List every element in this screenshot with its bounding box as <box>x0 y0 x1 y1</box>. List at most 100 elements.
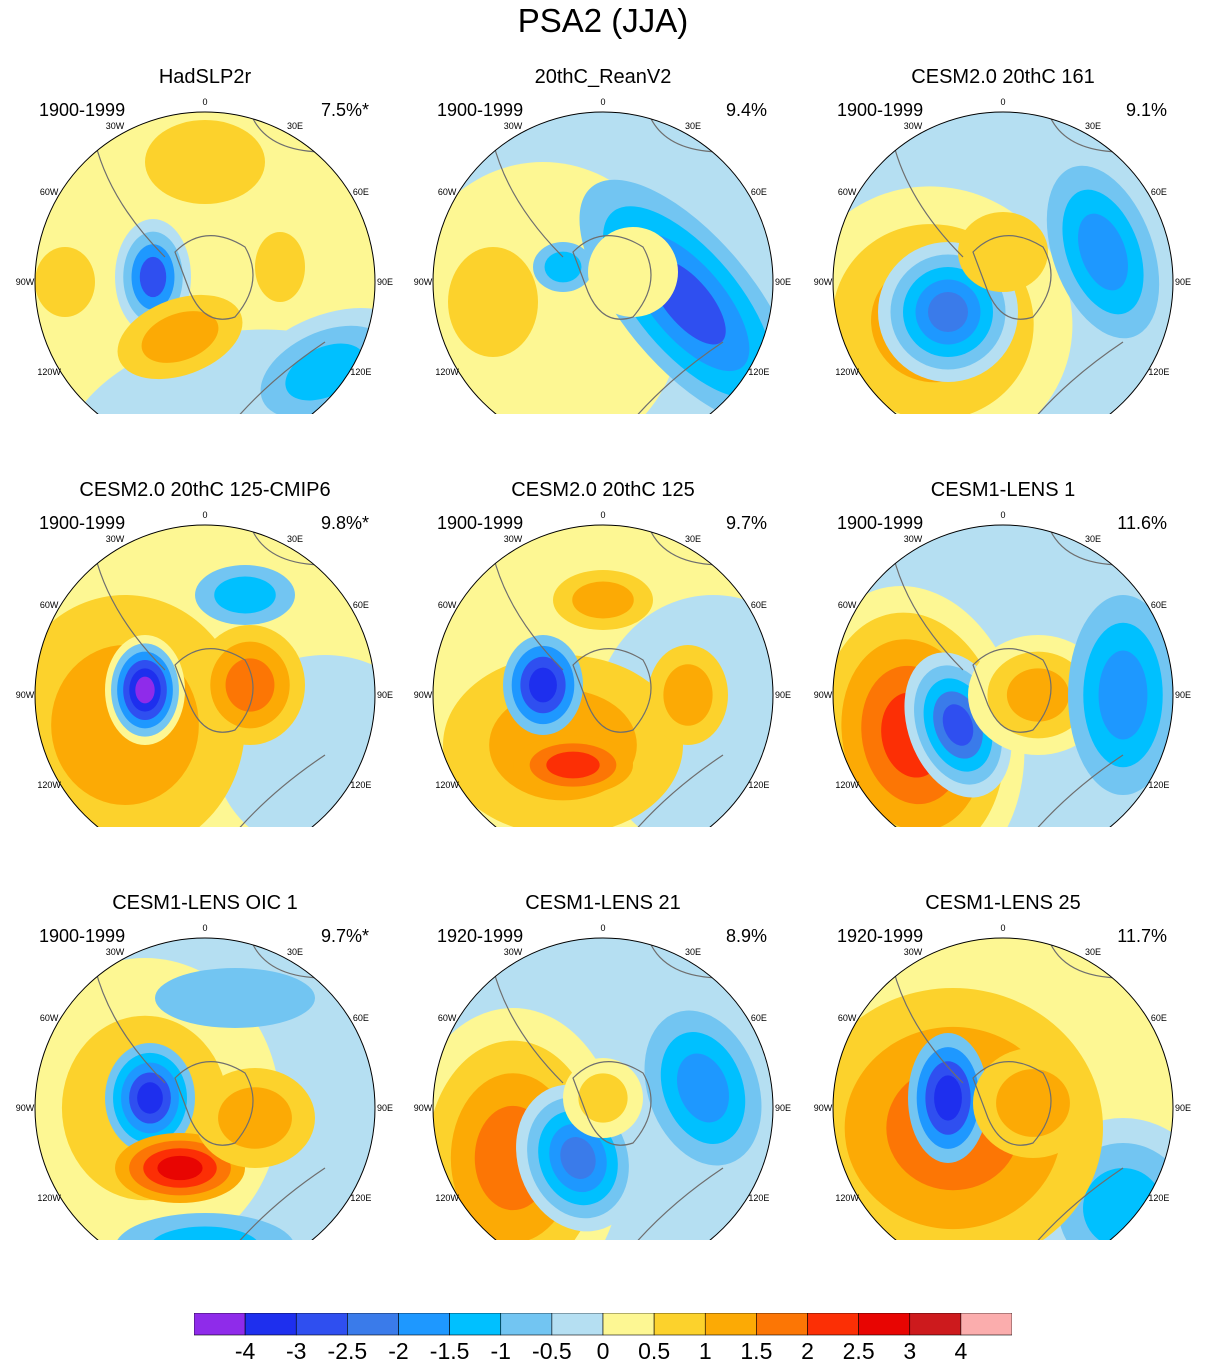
panel-period: 1900-1999 <box>39 926 126 946</box>
panel-variance: 9.7% <box>725 513 767 533</box>
continent-coastline <box>622 754 724 827</box>
map-panel: CESM2.0 20thC 125-CMIP6 1900-1999 9.8%* 0 30… <box>5 413 405 827</box>
antarctica-coastline <box>572 235 652 320</box>
longitude-label: 30W <box>904 534 923 544</box>
antarctica-coastline <box>572 648 652 733</box>
panel-title: CESM1-LENS 21 <box>525 892 681 914</box>
longitude-label: 120E <box>1148 780 1169 790</box>
longitude-label: 120W <box>37 1193 61 1203</box>
anomaly-contour <box>448 247 538 357</box>
longitude-label: 0 <box>202 97 207 107</box>
anomaly-contour <box>560 1137 596 1179</box>
colorbar-swatch <box>194 1313 246 1336</box>
continent-coastline <box>492 141 564 258</box>
colorbar-swatch <box>347 1313 399 1336</box>
continent-coastline <box>94 554 166 671</box>
longitude-label: 0 <box>1000 923 1005 933</box>
anomaly-contour <box>141 311 219 363</box>
polar-map: 030E60E90E120E150E180150W120W90W60W30W <box>814 97 1191 414</box>
continent-coastline <box>224 341 326 414</box>
anomaly-contour <box>214 576 276 614</box>
longitude-label: 60W <box>40 187 59 197</box>
polar-map: 030E60E90E120E150E180150W120W90W60W30W <box>16 510 393 827</box>
continent-coastline <box>1022 1167 1124 1240</box>
antarctica-coastline <box>174 1061 254 1146</box>
map-panel: CESM1-LENS 1 1900-1999 11.6% 0 30E 60E 90E 120E… <box>803 413 1203 827</box>
antarctica-coastline <box>572 1061 652 1146</box>
continent-coastline <box>1022 754 1124 827</box>
longitude-label: 60W <box>438 187 457 197</box>
map-border <box>432 111 774 414</box>
polar-map: 030E60E90E120E150E180150W120W90W60W30W <box>814 510 1191 827</box>
panel-period: 1920-1999 <box>837 926 924 946</box>
map-border <box>832 937 1174 1240</box>
map-panel: HadSLP2r1900-19997.5%*030E60E90E120E150E… <box>5 0 405 414</box>
longitude-label: 60E <box>1151 1013 1167 1023</box>
longitude-label: 30W <box>106 121 125 131</box>
continent-coastline <box>892 967 964 1084</box>
polar-map: 030E60E90E120E150E180150W120W90W60W30W <box>16 97 393 414</box>
longitude-label: 90E <box>377 277 393 287</box>
anomaly-contour <box>135 676 155 704</box>
longitude-label: 30E <box>1085 947 1101 957</box>
colorbar-swatch <box>858 1313 911 1336</box>
colorbar-tick-label: 0.5 <box>638 1338 671 1364</box>
continent-coastline <box>94 967 166 1084</box>
anomaly-contour <box>35 247 95 317</box>
colorbar-tick-label: 4 <box>954 1338 968 1364</box>
map-panel: CESM2.0 20thC 125 1900-1999 9.7% 0 30E 60E 90E… <box>403 413 803 827</box>
longitude-label: 120E <box>350 1193 371 1203</box>
anomaly-contour <box>588 227 678 317</box>
panel-period: 1900-1999 <box>437 513 524 533</box>
panel-title: CESM1-LENS 25 <box>925 892 1081 914</box>
colorbar-swatch <box>960 1313 1012 1336</box>
colorbar-tick-label: -4 <box>234 1338 256 1364</box>
longitude-label: 120E <box>1148 1193 1169 1203</box>
anomaly-contour <box>578 1073 628 1123</box>
colorbar-swatch <box>909 1313 962 1336</box>
anomaly-contour <box>572 581 634 619</box>
colorbar-tick-label: -3 <box>286 1338 307 1364</box>
colorbar-swatch <box>500 1313 553 1336</box>
longitude-label: 0 <box>600 923 605 933</box>
panel-title: HadSLP2r <box>158 66 252 88</box>
colorbar-swatch <box>449 1313 502 1336</box>
anomaly-contour <box>996 1069 1070 1137</box>
longitude-label: 90W <box>16 277 35 287</box>
longitude-label: 0 <box>202 510 207 520</box>
longitude-label: 60W <box>40 1013 59 1023</box>
map-border <box>34 937 376 1240</box>
longitude-label: 30E <box>685 534 701 544</box>
map-panel: CESM1-LENS OIC 1 1900-1999 9.7%* 0 30E 60E 90E… <box>5 826 405 1240</box>
panel-period: 1920-1999 <box>437 926 524 946</box>
longitude-label: 90E <box>377 690 393 700</box>
longitude-label: 30W <box>904 947 923 957</box>
map-border <box>832 524 1174 827</box>
continent-coastline <box>224 754 326 827</box>
anomaly-contour <box>934 1075 962 1121</box>
continent-coastline <box>492 967 564 1084</box>
anomaly-contour <box>958 212 1048 292</box>
panel-period: 1900-1999 <box>39 100 126 120</box>
anomaly-contour <box>137 1082 163 1114</box>
colorbar-tick-label: -1 <box>490 1338 511 1364</box>
continent-coastline <box>892 141 964 258</box>
colorbar-swatch <box>398 1313 450 1336</box>
panel-variance: 9.1% <box>1125 100 1167 120</box>
continent-coastline <box>622 1167 724 1240</box>
longitude-label: 90W <box>814 690 833 700</box>
longitude-label: 60W <box>40 600 59 610</box>
map-panel: 20thC_ReanV2 1900-1999 9.4% 0 30E 60E 90E 120E 1… <box>403 0 803 414</box>
map-panel: CESM1-LENS 21 1920-1999 8.9% 0 30E 60E 90E 120E… <box>403 826 803 1240</box>
longitude-label: 120W <box>435 780 459 790</box>
anomaly-contour <box>677 1053 729 1123</box>
panel-title: CESM2.0 20thC 125-CMIP6 <box>79 479 331 501</box>
colorbar-swatch <box>602 1313 655 1336</box>
panel-variance: 9.7%* <box>320 926 369 946</box>
longitude-label: 30E <box>1085 121 1101 131</box>
colorbar-tick-label: -2 <box>388 1338 409 1364</box>
longitude-label: 60E <box>353 187 369 197</box>
anomaly-contour <box>529 667 557 703</box>
map-border <box>34 111 376 414</box>
longitude-label: 120E <box>350 780 371 790</box>
